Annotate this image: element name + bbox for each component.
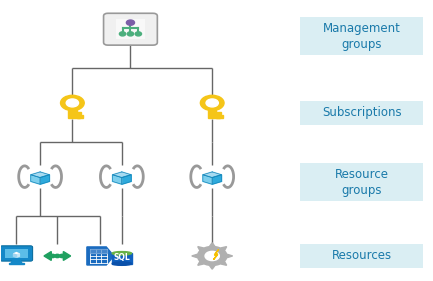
Circle shape bbox=[120, 32, 126, 36]
Polygon shape bbox=[9, 263, 24, 264]
Circle shape bbox=[206, 99, 218, 107]
FancyBboxPatch shape bbox=[103, 13, 157, 45]
Polygon shape bbox=[63, 251, 71, 260]
Polygon shape bbox=[31, 175, 40, 184]
Polygon shape bbox=[40, 175, 49, 184]
Polygon shape bbox=[213, 250, 219, 260]
Circle shape bbox=[135, 32, 142, 36]
Circle shape bbox=[66, 99, 78, 107]
Circle shape bbox=[55, 254, 60, 258]
Polygon shape bbox=[90, 249, 107, 253]
FancyBboxPatch shape bbox=[301, 244, 423, 268]
Polygon shape bbox=[192, 243, 233, 269]
Circle shape bbox=[126, 20, 135, 25]
Polygon shape bbox=[11, 260, 22, 263]
Text: Management
groups: Management groups bbox=[323, 22, 401, 51]
FancyBboxPatch shape bbox=[301, 101, 423, 124]
Polygon shape bbox=[44, 251, 51, 260]
Polygon shape bbox=[68, 103, 84, 117]
Polygon shape bbox=[208, 103, 223, 117]
Circle shape bbox=[59, 254, 65, 258]
Circle shape bbox=[61, 95, 84, 111]
FancyBboxPatch shape bbox=[5, 249, 28, 258]
Polygon shape bbox=[216, 115, 220, 117]
Polygon shape bbox=[122, 175, 131, 184]
Ellipse shape bbox=[112, 251, 132, 255]
Polygon shape bbox=[87, 247, 114, 265]
Circle shape bbox=[50, 254, 55, 258]
Polygon shape bbox=[16, 254, 19, 257]
Polygon shape bbox=[113, 172, 131, 178]
FancyBboxPatch shape bbox=[116, 19, 145, 39]
Polygon shape bbox=[77, 115, 81, 117]
Polygon shape bbox=[77, 112, 81, 114]
Polygon shape bbox=[216, 112, 221, 114]
Circle shape bbox=[205, 251, 220, 260]
Text: Resources: Resources bbox=[332, 250, 392, 262]
Polygon shape bbox=[13, 253, 19, 255]
FancyBboxPatch shape bbox=[0, 246, 32, 261]
Text: Resource
groups: Resource groups bbox=[335, 168, 389, 197]
Polygon shape bbox=[212, 175, 222, 184]
Circle shape bbox=[200, 95, 224, 111]
Polygon shape bbox=[113, 175, 122, 184]
Polygon shape bbox=[31, 172, 49, 178]
Circle shape bbox=[127, 32, 134, 36]
Polygon shape bbox=[112, 253, 132, 264]
Ellipse shape bbox=[112, 262, 132, 265]
Polygon shape bbox=[203, 175, 212, 184]
Polygon shape bbox=[203, 172, 222, 178]
Text: Subscriptions: Subscriptions bbox=[322, 106, 401, 119]
FancyBboxPatch shape bbox=[301, 17, 423, 55]
Text: SQL: SQL bbox=[113, 253, 130, 262]
FancyBboxPatch shape bbox=[301, 164, 423, 201]
Polygon shape bbox=[13, 254, 16, 257]
